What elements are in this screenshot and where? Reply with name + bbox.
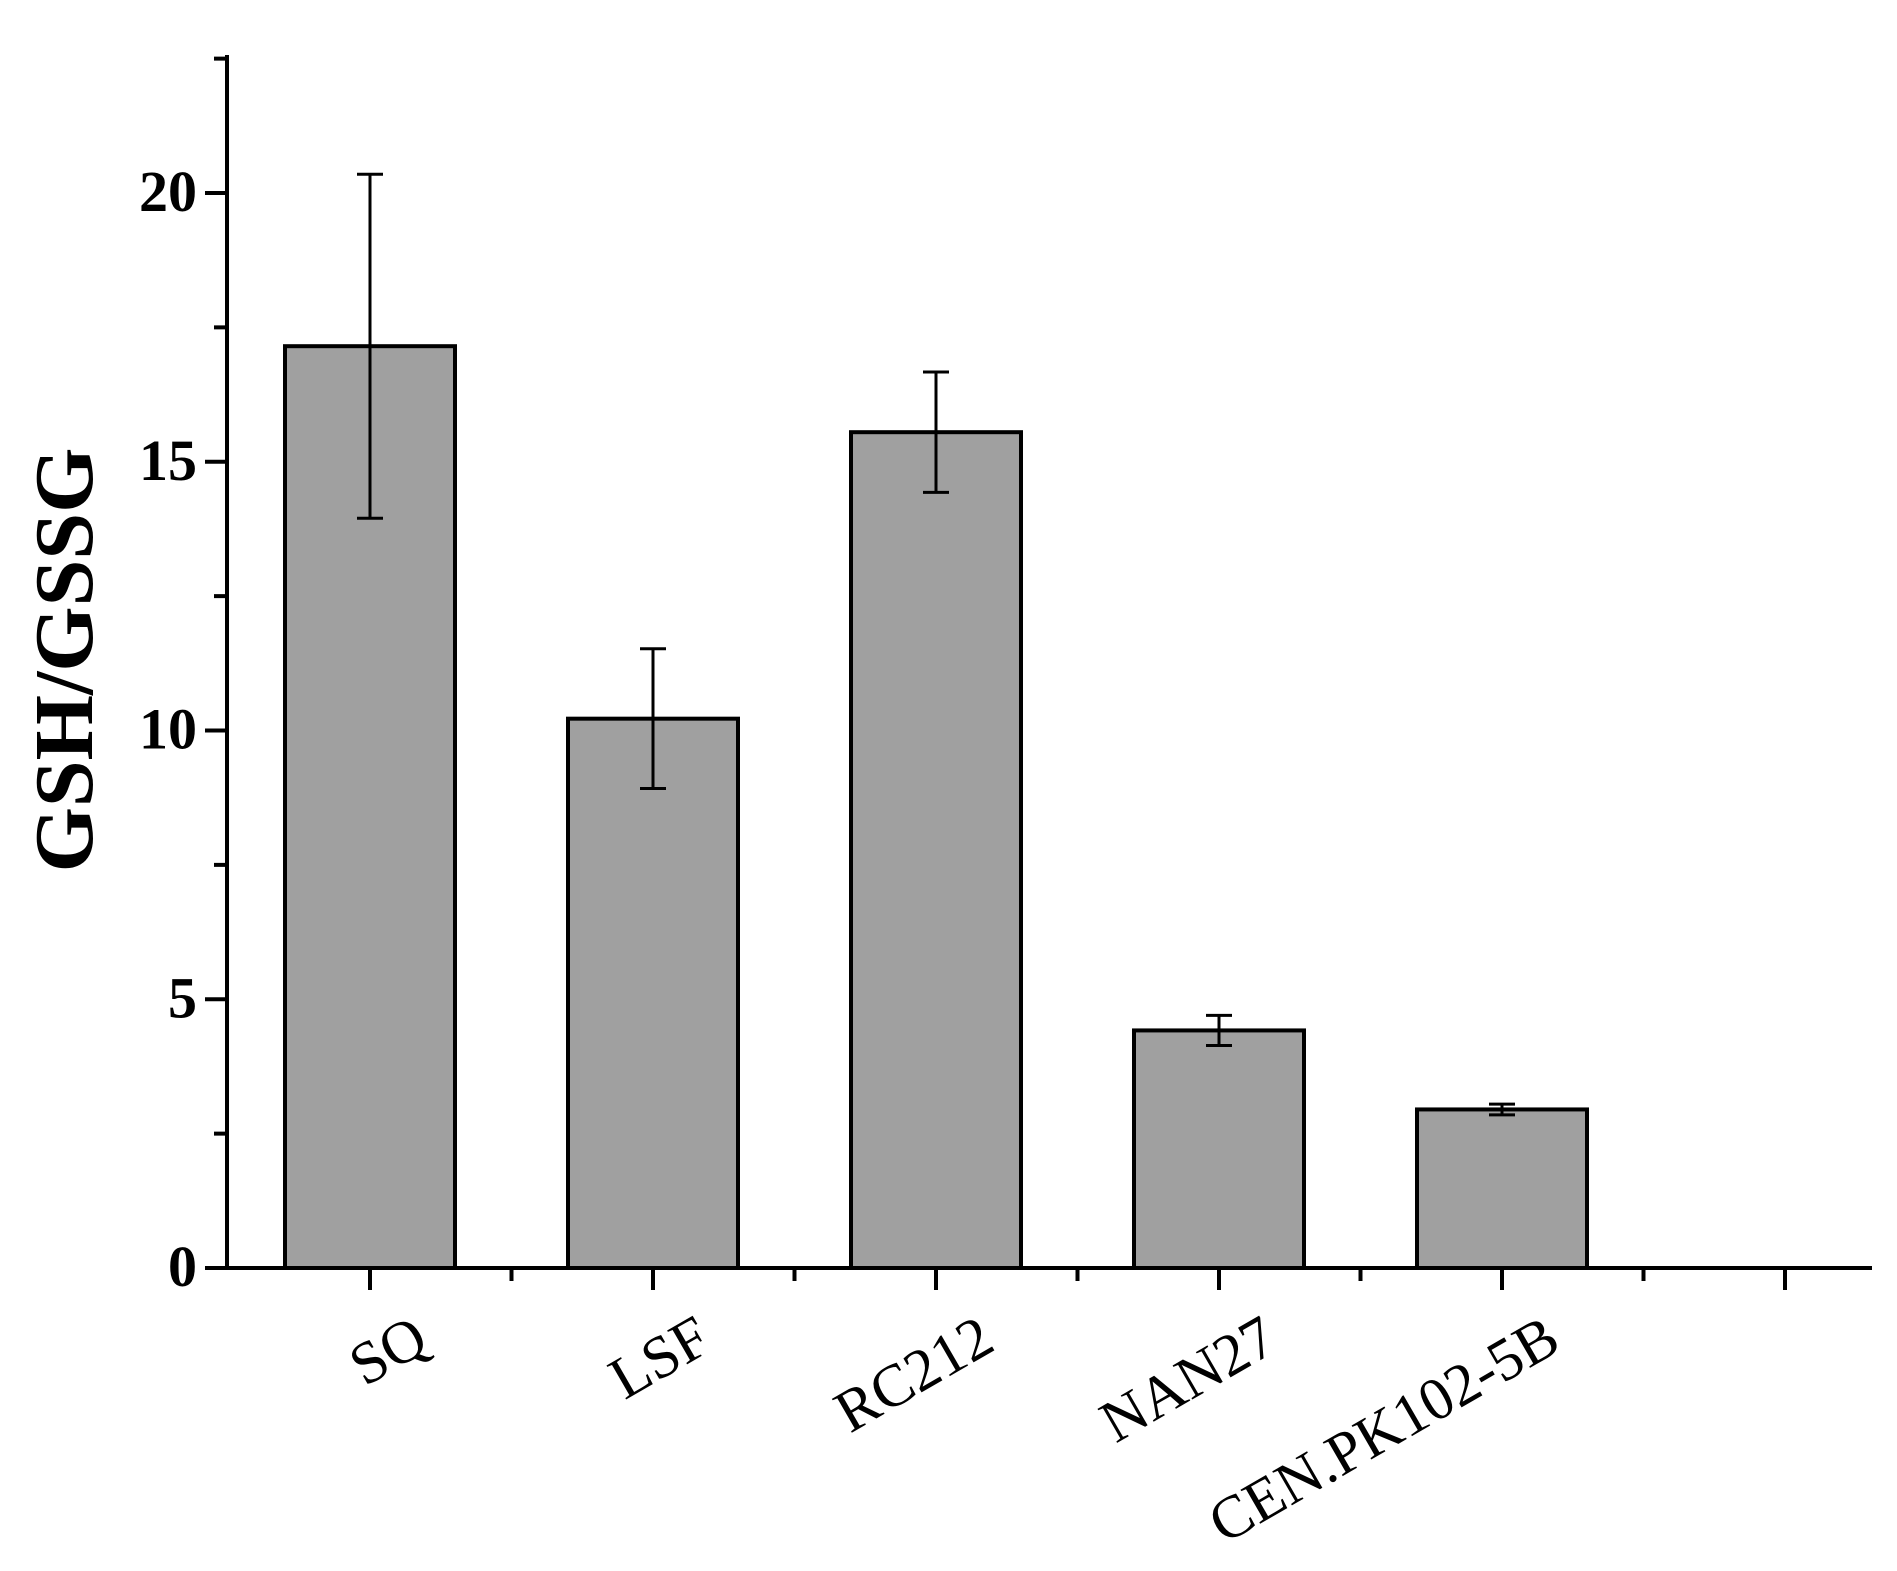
x-category-label: RC212 (823, 1303, 1003, 1445)
bar-rc212 (849, 430, 1023, 1270)
error-bar (357, 172, 383, 520)
x-category-label: NAN27 (1089, 1303, 1287, 1455)
bar-lsf (566, 716, 740, 1270)
bar-nan27 (1132, 1028, 1306, 1271)
axes-group (225, 55, 1872, 1270)
y-tick-label: 20 (139, 159, 197, 224)
x-category-label: SQ (338, 1303, 437, 1399)
bar-cen-pk102-5b (1415, 1107, 1589, 1270)
y-axis-title: GSH/GSSG (18, 448, 111, 873)
y-tick-label: 5 (168, 965, 197, 1030)
error-bar (1489, 1102, 1515, 1117)
y-ticks-group (205, 56, 227, 1270)
y-tick-labels-group: 0 5 10 15 20 (139, 159, 197, 1299)
x-category-label: LSF (598, 1303, 721, 1412)
error-bar (923, 370, 949, 494)
error-bar (1206, 1013, 1232, 1047)
y-tick-label: 10 (139, 697, 197, 762)
x-ticks-group (368, 1268, 1787, 1290)
y-tick-label: 0 (168, 1234, 197, 1299)
y-tick-label: 15 (139, 428, 197, 493)
error-bars-group (357, 172, 1515, 1117)
error-bar (640, 647, 666, 791)
